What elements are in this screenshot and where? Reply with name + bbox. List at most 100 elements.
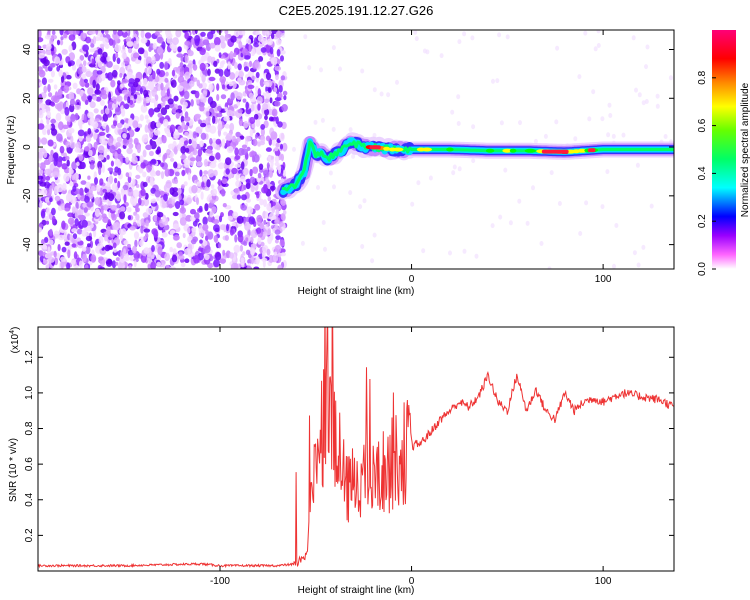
snr-scale-base: (x10	[10, 333, 21, 353]
noise-speck	[132, 189, 140, 198]
noise-speck	[85, 245, 91, 255]
noise-speck	[490, 223, 495, 229]
noise-speck	[183, 104, 187, 112]
noise-speck	[263, 183, 268, 192]
noise-speck	[68, 30, 74, 35]
noise-speck	[102, 188, 107, 193]
noise-speck	[95, 30, 99, 35]
noise-speck	[109, 144, 116, 154]
noise-speck	[179, 71, 184, 77]
noise-speck	[245, 182, 251, 190]
noise-speck	[416, 180, 421, 186]
noise-speck	[188, 60, 193, 69]
noise-speck	[251, 155, 256, 163]
noise-speck	[221, 178, 228, 185]
y-tick-label: 0.2	[24, 528, 35, 542]
noise-speck	[68, 44, 73, 53]
colorbar-label: Normalized spectral amplitude	[740, 82, 750, 217]
noise-speck	[276, 164, 282, 171]
noise-speck	[58, 121, 64, 131]
noise-speck	[428, 175, 433, 181]
noise-speck	[144, 124, 149, 133]
noise-speck	[248, 44, 252, 53]
noise-speck	[641, 100, 646, 106]
noise-speck	[224, 30, 229, 35]
noise-speck	[234, 187, 240, 194]
noise-speck	[224, 106, 228, 112]
noise-speck	[229, 228, 234, 236]
noise-speck	[161, 199, 165, 205]
noise-speck	[53, 95, 60, 104]
noise-speck	[127, 175, 132, 184]
noise-speck	[207, 169, 215, 178]
noise-speck	[80, 180, 87, 185]
noise-speck	[89, 240, 93, 249]
noise-speck	[85, 136, 92, 143]
noise-speck	[241, 194, 247, 201]
noise-speck	[200, 122, 207, 128]
noise-speck	[266, 248, 271, 256]
noise-speck	[41, 174, 46, 183]
noise-speck	[204, 245, 211, 253]
noise-speck	[98, 236, 104, 244]
noise-speck	[70, 113, 76, 123]
noise-speck	[127, 188, 134, 197]
noise-speck	[188, 138, 192, 145]
noise-speck	[184, 131, 190, 137]
noise-speck	[462, 31, 467, 37]
noise-speck	[238, 118, 243, 127]
noise-speck	[107, 219, 111, 226]
noise-speck	[185, 214, 193, 222]
noise-speck	[76, 237, 81, 242]
noise-speck	[242, 167, 249, 176]
noise-speck	[224, 68, 231, 78]
noise-speck	[164, 127, 168, 132]
noise-speck	[206, 179, 211, 188]
noise-speck	[177, 84, 184, 92]
noise-speck	[236, 215, 244, 224]
noise-speck	[111, 182, 118, 192]
noise-speck	[257, 237, 262, 245]
noise-speck	[75, 201, 79, 210]
y-tick-label: 0	[22, 144, 33, 150]
noise-speck	[117, 148, 122, 155]
noise-speck	[53, 250, 57, 258]
noise-speck	[69, 141, 76, 149]
noise-speck	[100, 56, 107, 63]
noise-speck	[54, 195, 61, 202]
noise-speck	[583, 30, 588, 36]
noise-speck	[165, 179, 172, 188]
noise-speck	[93, 133, 98, 140]
noise-speck	[213, 224, 220, 232]
noise-speck	[162, 97, 166, 107]
noise-speck	[140, 162, 146, 169]
noise-speck	[92, 79, 96, 89]
noise-speck	[243, 184, 247, 191]
noise-speck	[210, 184, 215, 189]
noise-speck	[227, 215, 233, 221]
spectrogram-y-label: Frequency (Hz)	[6, 116, 17, 185]
noise-speck	[99, 178, 104, 186]
noise-speck	[555, 45, 560, 51]
noise-speck	[115, 142, 121, 148]
noise-speck	[243, 241, 248, 246]
noise-speck	[230, 262, 238, 269]
noise-speck	[249, 116, 256, 125]
noise-speck	[150, 198, 157, 204]
noise-speck	[211, 188, 218, 197]
noise-speck	[81, 66, 87, 73]
noise-speck	[157, 103, 162, 110]
noise-speck	[217, 162, 225, 170]
chart-title: C2E5.2025.191.12.27.G26	[279, 3, 434, 18]
noise-speck	[91, 185, 96, 191]
noise-speck	[269, 185, 276, 191]
noise-speck	[143, 247, 150, 254]
noise-speck	[104, 192, 108, 200]
noise-speck	[98, 166, 102, 176]
noise-speck	[245, 135, 252, 142]
noise-speck	[240, 266, 247, 269]
noise-speck	[257, 172, 262, 179]
noise-speck	[59, 64, 63, 69]
noise-speck	[217, 179, 222, 186]
noise-speck	[264, 108, 270, 116]
